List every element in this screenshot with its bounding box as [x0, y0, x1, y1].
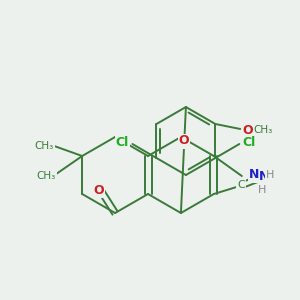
Text: O: O	[178, 134, 189, 148]
Text: O: O	[242, 124, 253, 136]
Text: Cl: Cl	[116, 136, 129, 148]
Text: C: C	[237, 180, 245, 190]
Text: N: N	[249, 169, 259, 182]
Text: H: H	[258, 185, 266, 195]
Text: CH₃: CH₃	[34, 141, 54, 151]
Text: O: O	[94, 184, 104, 196]
Text: Cl: Cl	[243, 136, 256, 148]
Text: N: N	[259, 170, 269, 184]
Text: H: H	[266, 170, 274, 180]
Text: CH₃: CH₃	[254, 125, 273, 135]
Text: CH₃: CH₃	[37, 171, 56, 181]
